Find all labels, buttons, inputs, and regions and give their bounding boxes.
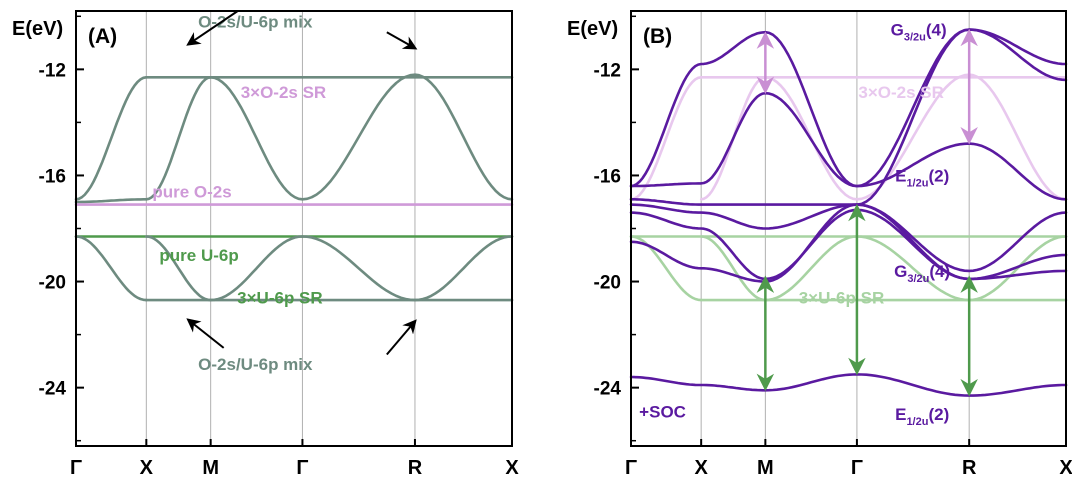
state-degeneracy: (4) xyxy=(926,21,947,40)
x-tick-label: X xyxy=(140,457,154,479)
x-tick-label: M xyxy=(757,457,774,479)
band-line xyxy=(209,76,304,201)
x-tick-label: Γ xyxy=(70,457,82,479)
band-line xyxy=(629,235,703,302)
y-tick-label: -12 xyxy=(39,60,66,81)
state-subscript: 3/2u xyxy=(907,273,929,285)
pointer-arrow xyxy=(186,318,225,349)
y-axis-label: E(eV) xyxy=(12,18,63,40)
x-tick-label: X xyxy=(694,457,708,479)
state-subscript: 3/2u xyxy=(904,32,926,44)
band-line xyxy=(629,91,1068,201)
band-line xyxy=(764,235,859,302)
band-line xyxy=(629,76,703,201)
annotation: 3×U-6p SR xyxy=(799,288,885,307)
panel-b: -12 -16 -20 -24 Γ X M Γ R X E(eV) (B) 3×O-2s SR 3×U-6… xyxy=(567,10,1072,479)
state-degeneracy: (2) xyxy=(928,405,949,424)
state-symbol: G xyxy=(894,262,907,281)
panel-label: (B) xyxy=(643,25,672,48)
band-line xyxy=(209,235,304,302)
band-line xyxy=(413,235,514,302)
y-tick-label: -12 xyxy=(594,60,621,81)
state-label: E1/2u(2) xyxy=(895,166,949,189)
x-tick-label: R xyxy=(962,457,977,479)
annotation: O-2s/U-6p mix xyxy=(198,355,313,374)
panel-label: (A) xyxy=(88,25,117,48)
y-tick-label: -20 xyxy=(594,273,621,294)
y-tick-label: -24 xyxy=(39,379,67,400)
band-line xyxy=(74,235,148,302)
panel-a: -12 -16 -20 -24 Γ X M Γ R X E(eV) (A) O-2s/U-6p mix 3… xyxy=(12,10,519,479)
y-axis-label: E(eV) xyxy=(567,18,618,40)
y-tick-label: -16 xyxy=(39,166,66,187)
state-degeneracy: (4) xyxy=(929,262,950,281)
x-tick-label: M xyxy=(202,457,219,479)
state-symbol: G xyxy=(891,21,904,40)
pointer-arrow xyxy=(386,319,417,356)
band-line xyxy=(629,373,1068,397)
band-line xyxy=(145,76,212,201)
state-degeneracy: (2) xyxy=(928,166,949,185)
band-line xyxy=(413,73,514,201)
pointer-arrow xyxy=(386,31,418,50)
band-line xyxy=(629,28,1068,206)
band-line xyxy=(301,73,417,201)
band-line xyxy=(629,203,1068,273)
state-symbol: E xyxy=(895,166,906,185)
annotation: +SOC xyxy=(639,403,686,422)
y-tick-label: -24 xyxy=(594,379,622,400)
y-tick-label: -20 xyxy=(39,273,66,294)
state-symbol: E xyxy=(895,405,906,424)
band-line xyxy=(967,73,1068,201)
x-tick-label: X xyxy=(1059,457,1072,479)
y-tick-label: -16 xyxy=(594,166,621,187)
annotation: 3×U-6p SR xyxy=(237,288,323,307)
state-label: G3/2u(4) xyxy=(894,262,950,285)
state-subscript: 1/2u xyxy=(906,416,928,428)
state-subscript: 1/2u xyxy=(906,177,928,189)
x-tick-label: X xyxy=(505,457,519,479)
annotation: 3×O-2s SR xyxy=(241,83,327,102)
band-line xyxy=(74,198,148,204)
annotation: pure U-6p xyxy=(159,246,238,265)
annotation: O-2s/U-6p mix xyxy=(198,13,313,32)
pointer-arrow xyxy=(186,10,239,46)
annotation: 3×O-2s SR xyxy=(858,83,944,102)
x-tick-label: Γ xyxy=(296,457,308,479)
band-line xyxy=(629,28,1068,188)
band-line xyxy=(301,235,417,302)
state-label: E1/2u(2) xyxy=(895,405,949,428)
state-label: G3/2u(4) xyxy=(891,21,947,44)
band-line xyxy=(74,76,148,201)
x-tick-label: Γ xyxy=(851,457,863,479)
x-tick-label: Γ xyxy=(625,457,637,479)
x-tick-label: R xyxy=(408,457,423,479)
band-line xyxy=(145,235,212,302)
band-line xyxy=(855,235,971,302)
annotation: pure O-2s xyxy=(152,182,231,201)
band-line xyxy=(699,235,767,302)
band-line xyxy=(629,203,1068,283)
